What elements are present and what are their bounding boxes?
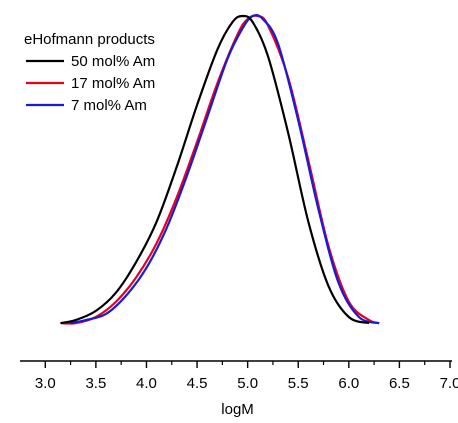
legend-label: 7 mol% Am bbox=[71, 97, 147, 114]
legend-title: eHofmann products bbox=[24, 31, 155, 48]
series-line-7-mol-am bbox=[70, 13, 380, 325]
x-tick-label: 6.5 bbox=[389, 375, 410, 392]
x-tick-label: 7.0 bbox=[440, 375, 458, 392]
legend: eHofmann products 50 mol% Am 17 mol% Am 7 … bbox=[24, 31, 155, 114]
x-tick-label: 3.5 bbox=[85, 375, 106, 392]
x-tick-label: 6.0 bbox=[338, 375, 359, 392]
legend-label: 50 mol% Am bbox=[71, 53, 155, 70]
legend-label: 17 mol% Am bbox=[71, 75, 155, 92]
x-tick-label: 5.5 bbox=[288, 375, 309, 392]
x-tick-label: 4.0 bbox=[136, 375, 157, 392]
series-line-50-mol-am bbox=[60, 14, 370, 325]
x-axis-title: logM bbox=[221, 401, 254, 418]
x-tick-label: 5.0 bbox=[237, 375, 258, 392]
x-axis-ticks: 3.0 3.5 4.0 4.5 5.0 5.5 6.0 6.5 7.0 bbox=[35, 361, 458, 392]
plot-lines bbox=[60, 13, 380, 325]
legend-items: 50 mol% Am 17 mol% Am 7 mol% Am bbox=[26, 53, 155, 114]
x-tick-label: 3.0 bbox=[35, 375, 56, 392]
x-tick-label: 4.5 bbox=[187, 375, 208, 392]
